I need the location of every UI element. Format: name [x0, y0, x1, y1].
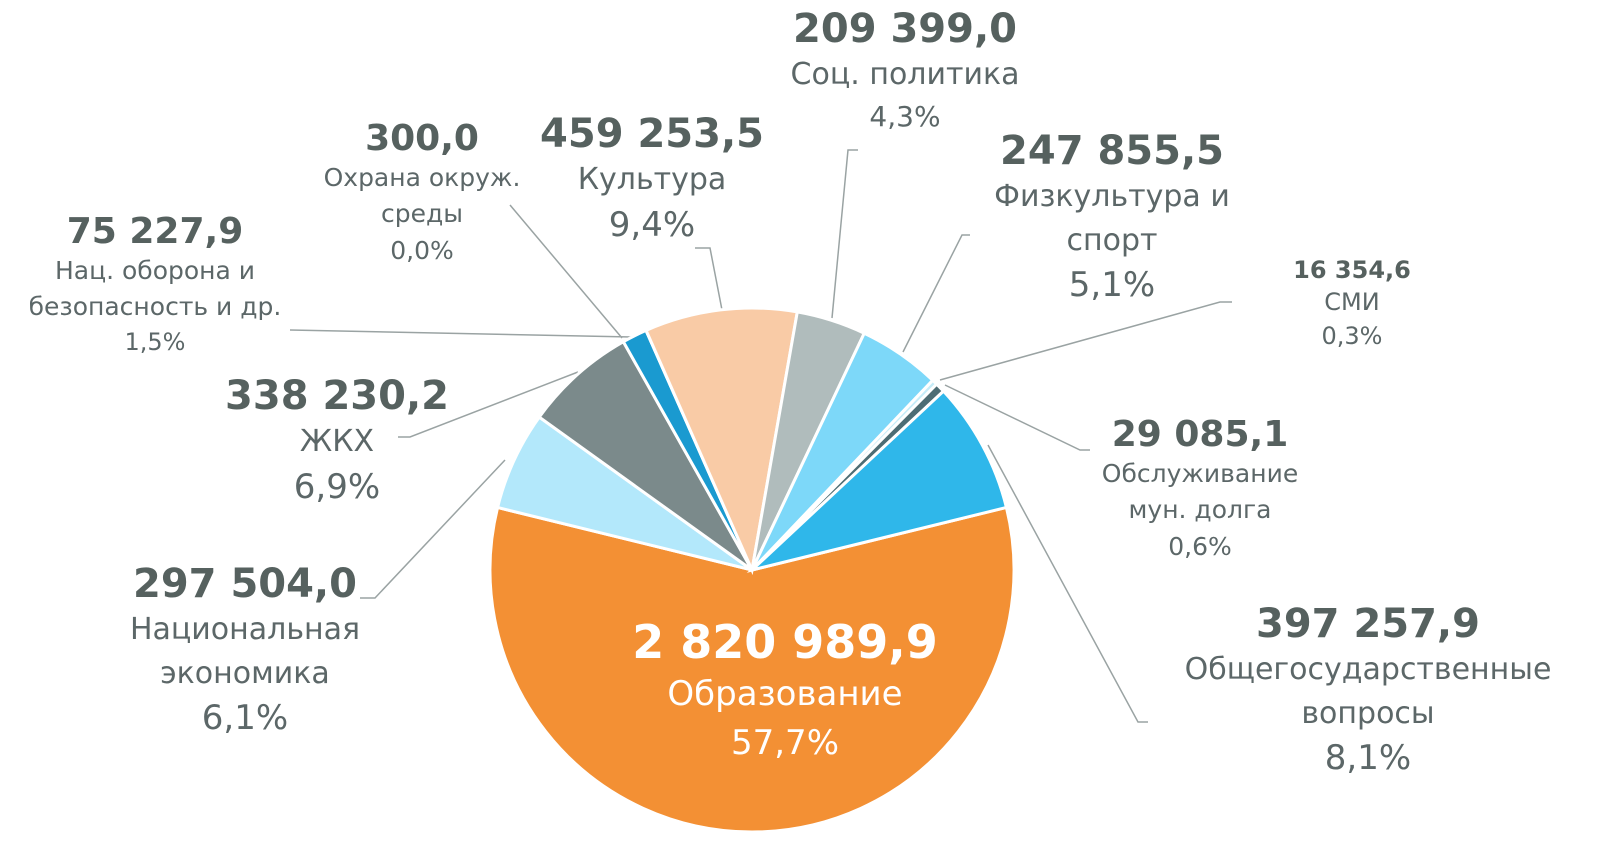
- category-label: СМИ: [1324, 287, 1380, 316]
- percent-label: 6,1%: [201, 698, 289, 738]
- leader-line: [939, 301, 1232, 381]
- category-label: Национальная экономика: [129, 612, 361, 691]
- pie-slice: [746, 389, 1009, 573]
- leader-line: [987, 444, 1148, 723]
- slice-label: 300,0 Охрана окруж. среды 0,0%: [324, 117, 521, 268]
- leader-lines: [289, 149, 1232, 723]
- percent-label: 57,7%: [730, 722, 839, 763]
- slice-label: 75 227,9 Нац. оборона и безопасность и др…: [29, 210, 282, 359]
- value-label: 297 504,0: [133, 561, 357, 607]
- leader-line: [831, 149, 858, 319]
- pie-slice: [537, 339, 754, 572]
- category-label: Нац. оборона и безопасность и др.: [28, 256, 282, 322]
- pie-slice: [644, 306, 800, 576]
- leader-line: [509, 204, 623, 339]
- value-label: 338 230,2: [225, 373, 449, 419]
- percent-label: 6,9%: [293, 466, 381, 507]
- category-label: Образование: [667, 674, 903, 715]
- slice-label: 29 085,1 Обслуживание мун. долга 0,6%: [1102, 413, 1298, 564]
- slice-label: 459 253,5 Культура 9,4%: [540, 110, 764, 249]
- percent-label: 5,1%: [1068, 265, 1156, 305]
- value-label: 209 399,0: [793, 6, 1017, 52]
- slice-label: 2 820 989,9 Образование 57,7%: [632, 615, 938, 767]
- value-label: 2 820 989,9: [632, 615, 938, 669]
- percent-label: 0,0%: [390, 235, 454, 265]
- percent-label: 8,1%: [1324, 738, 1412, 778]
- value-label: 300,0: [365, 118, 479, 159]
- slice-label: 209 399,0 Соц. политика 4,3%: [791, 5, 1020, 136]
- value-label: 29 085,1: [1111, 414, 1289, 455]
- category-label: Охрана окруж. среды: [323, 163, 521, 229]
- category-label: Соц. политика: [790, 57, 1020, 92]
- percent-label: 0,6%: [1168, 531, 1232, 561]
- slices: [488, 306, 1016, 834]
- value-label: 16 354,6: [1293, 256, 1411, 284]
- percent-label: 4,3%: [869, 99, 941, 133]
- slice-label: 338 230,2 ЖКХ 6,9%: [225, 372, 449, 511]
- leader-line: [944, 384, 1090, 451]
- leader-line: [360, 459, 506, 599]
- value-label: 247 855,5: [1000, 128, 1224, 174]
- slice-label: 397 257,9 Общегосударственные вопросы 8,1%: [1185, 600, 1552, 783]
- category-label: Физкультура и спорт: [994, 179, 1230, 258]
- leader-line: [398, 371, 579, 438]
- leader-line: [289, 329, 633, 338]
- category-label: ЖКХ: [299, 424, 375, 459]
- category-label: Обслуживание мун. долга: [1101, 459, 1299, 525]
- percent-label: 9,4%: [608, 204, 696, 245]
- leader-line: [695, 247, 723, 311]
- percent-label: 0,3%: [1321, 321, 1383, 350]
- slice-label: 16 354,6 СМИ 0,3%: [1293, 256, 1411, 353]
- pie-slice: [488, 505, 1016, 834]
- slice-label: 297 504,0 Национальная экономика 6,1%: [130, 560, 360, 743]
- value-label: 459 253,5: [540, 111, 764, 157]
- category-label: Культура: [577, 162, 727, 197]
- category-label: Общегосударственные вопросы: [1184, 652, 1552, 731]
- percent-label: 1,5%: [124, 327, 186, 356]
- leader-line: [902, 234, 970, 353]
- slice-label: 247 855,5 Физкультура и спорт 5,1%: [994, 127, 1230, 310]
- value-label: 75 227,9: [66, 211, 244, 252]
- value-label: 397 257,9: [1256, 601, 1480, 647]
